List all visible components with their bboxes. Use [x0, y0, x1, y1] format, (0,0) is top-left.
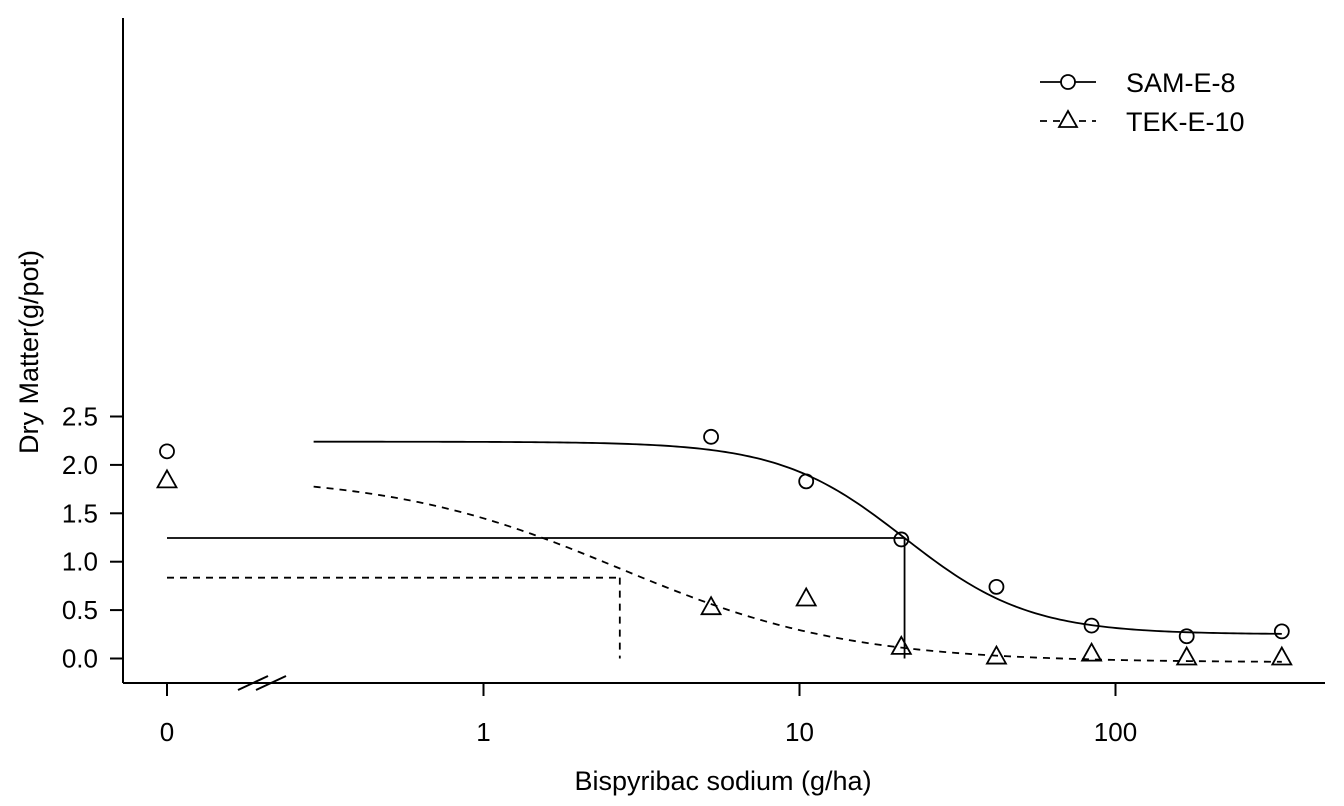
legend-label: SAM-E-8: [1126, 68, 1236, 98]
x-tick-label: 1: [476, 717, 490, 747]
y-tick-label: 1.5: [62, 498, 98, 528]
data-point-circle: [1083, 617, 1100, 634]
axis-break-mark-right: [255, 675, 287, 691]
data-point-circle: [1273, 623, 1290, 640]
data-point-triangle: [1175, 645, 1198, 666]
y-tick-label: 0.0: [62, 644, 98, 674]
legend-entry-sam-e-8: SAM-E-8: [1040, 68, 1236, 98]
data-point-triangle: [1270, 645, 1293, 666]
legend-label: TEK-E-10: [1126, 107, 1245, 137]
data-point-triangle: [985, 644, 1008, 665]
x-ticks: 0 1 10 100: [160, 683, 1137, 747]
data-point-circle: [988, 578, 1005, 595]
data-point-circle: [1178, 628, 1195, 645]
data-point-triangle: [1080, 641, 1103, 662]
y-tick-label: 2.5: [62, 402, 98, 432]
data-point-circle: [893, 531, 910, 548]
axis-break-mark-left: [237, 675, 269, 691]
fit-curves: [313, 440, 1282, 663]
y-axis-title: Dry Matter(g/pot): [14, 250, 44, 454]
legend-circle-marker: [1060, 74, 1076, 90]
axes: [122, 18, 1325, 691]
data-point-triangle: [700, 595, 723, 616]
y-tick-label: 0.5: [62, 595, 98, 625]
x-axis-title: Bispyribac sodium (g/ha): [574, 766, 871, 796]
data-points: [155, 428, 1293, 666]
data-point-circle: [798, 473, 815, 490]
fit-curve: [313, 440, 1282, 635]
y-tick-label: 2.0: [62, 450, 98, 480]
legend-entry-tek-e-10: TEK-E-10: [1040, 107, 1245, 137]
fit-curve: [313, 485, 1282, 663]
ed50-guides: [167, 537, 906, 659]
y-ticks: 0.0 0.5 1.0 1.5 2.0 2.5: [62, 402, 123, 674]
data-point-triangle: [155, 468, 179, 489]
x-tick-label: 10: [785, 717, 814, 747]
x-tick-label: 0: [160, 717, 174, 747]
legend: SAM-E-8 TEK-E-10: [1040, 68, 1245, 137]
legend-triangle-marker: [1057, 109, 1079, 128]
data-point-circle: [159, 443, 175, 460]
data-point-triangle: [890, 635, 913, 655]
y-tick-label: 1.0: [62, 547, 98, 577]
data-point-circle: [703, 428, 719, 445]
x-tick-label: 100: [1094, 717, 1137, 747]
data-point-triangle: [795, 586, 818, 607]
